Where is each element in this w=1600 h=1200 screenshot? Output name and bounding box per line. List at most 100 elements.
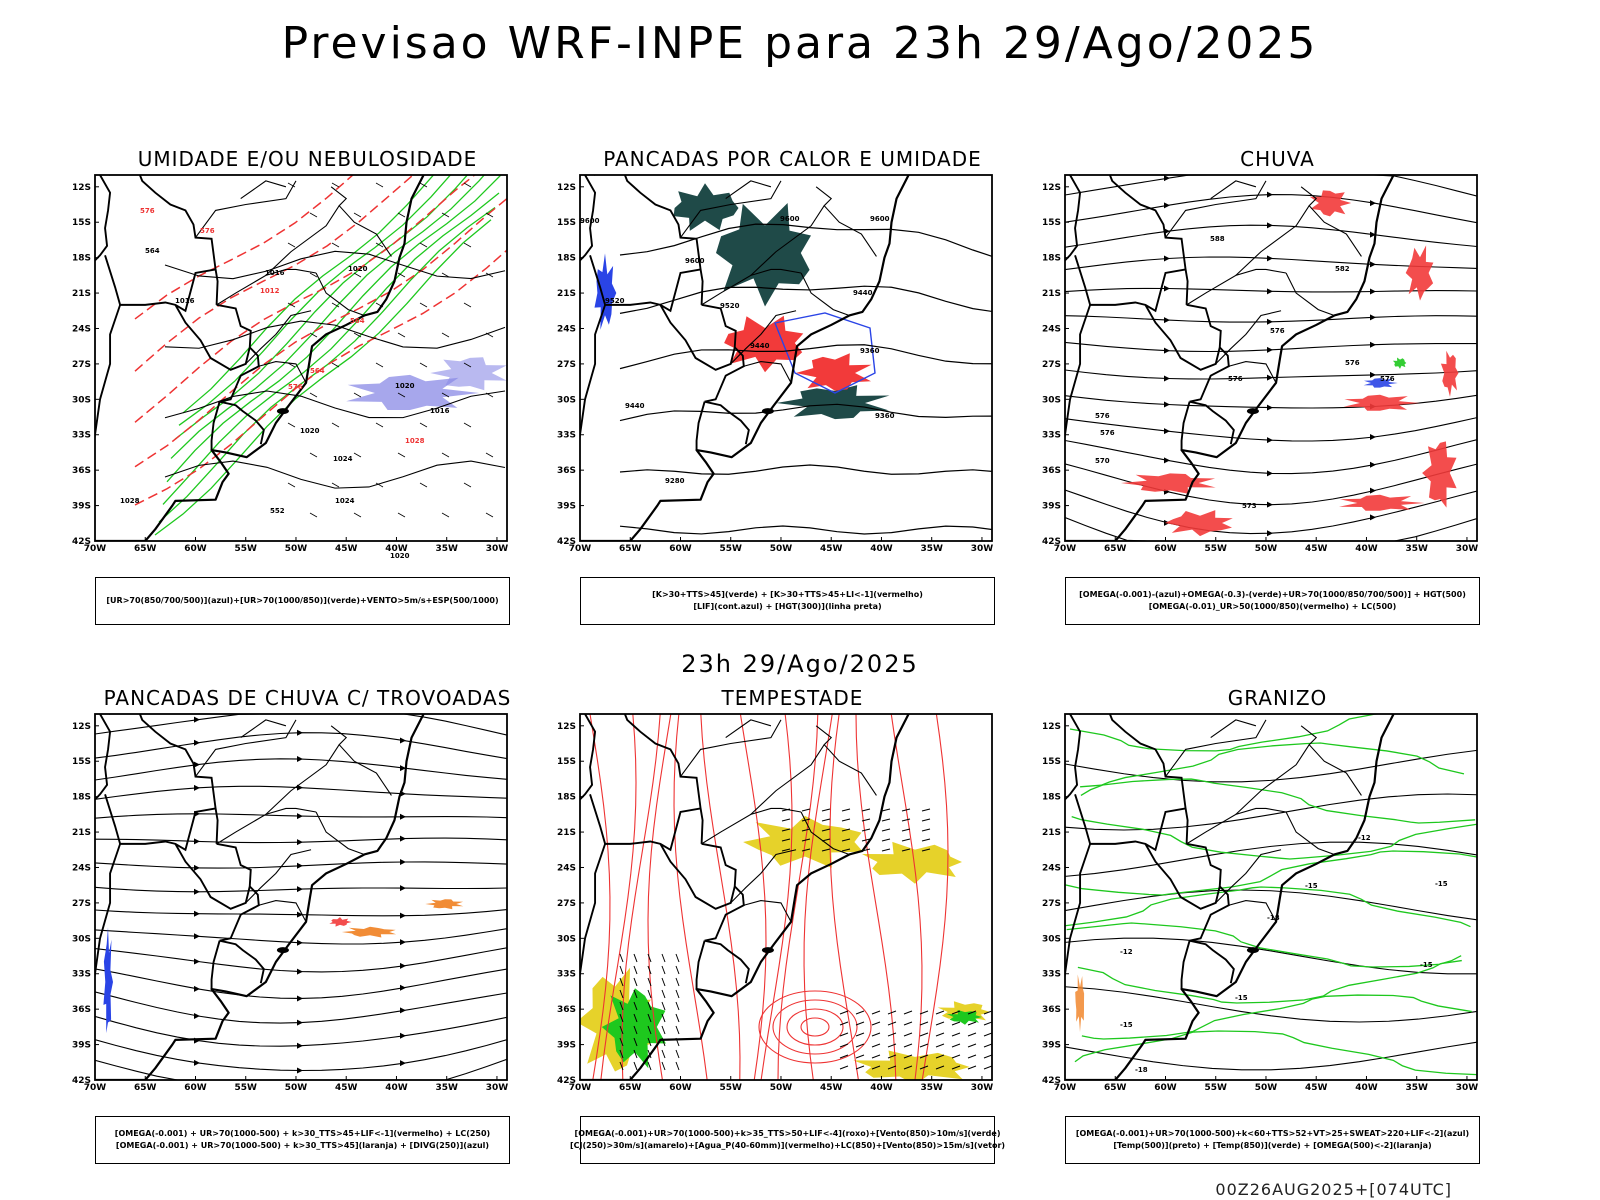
temp850-contour: [1077, 959, 1462, 1004]
wind-vector: [967, 1032, 977, 1037]
wind-vector: [309, 392, 318, 398]
wind-vector: [919, 1032, 929, 1037]
latitude-label: 42S: [72, 537, 91, 547]
wind-vector: [983, 1032, 992, 1037]
wind-vector: [821, 808, 831, 812]
streamline: [95, 968, 507, 999]
legend-line: [OMEGA(-0.001) + UR>70(1000-500) + k>30_…: [114, 1129, 491, 1138]
state-border: [725, 719, 772, 739]
latitude-label: 24S: [1042, 324, 1061, 334]
wind-vector: [839, 1021, 849, 1026]
rain-red-area: [1164, 510, 1233, 537]
wind-vector: [901, 818, 911, 822]
streamline-arrow: [1164, 375, 1170, 382]
wind-vector: [887, 1043, 897, 1048]
state-border: [1235, 744, 1310, 815]
longitude-label: 30W: [971, 544, 994, 554]
country-border: [1074, 793, 1186, 852]
wind-vector: [841, 828, 851, 832]
wind-vector: [441, 272, 450, 278]
wind-vector: [661, 1049, 666, 1059]
latitude-label: 15S: [72, 757, 91, 767]
wind-vector: [983, 1010, 992, 1015]
wind-vector: [331, 422, 340, 428]
wind-vector: [861, 808, 871, 812]
streamline-arrow: [194, 716, 200, 723]
wind-vector: [675, 989, 680, 999]
temp850-contour: [1071, 816, 1477, 860]
latitude-label: 33S: [1042, 970, 1061, 980]
wind-vector: [861, 818, 871, 822]
state-border: [1215, 310, 1282, 365]
wind-vector: [839, 1043, 849, 1048]
state-border: [1300, 725, 1362, 796]
main-title: Previsao WRF-INPE para 23h 29/Ago/2025: [281, 18, 1319, 69]
wind-vector: [801, 818, 811, 822]
wind-vector: [919, 1043, 929, 1048]
wind-vector: [633, 1049, 638, 1059]
country-border: [580, 304, 607, 442]
rain-red-area: [1440, 350, 1459, 397]
longitude-label: 40W: [870, 544, 893, 554]
wind-vector: [951, 1032, 961, 1037]
state-border: [743, 899, 792, 923]
latitude-label: 21S: [72, 289, 91, 299]
country-border: [95, 304, 122, 442]
latitude-label: 27S: [1042, 360, 1061, 370]
wind-vector: [619, 965, 624, 975]
divg-blue-area: [103, 927, 113, 1034]
streamline-arrow: [1370, 261, 1376, 268]
latitude-label: 42S: [557, 1076, 576, 1086]
wind-vector: [485, 392, 494, 398]
contour-label: 9440: [853, 289, 873, 297]
jet-yellow-area: [862, 841, 962, 884]
wind-vector: [919, 1021, 929, 1026]
latitude-label: 24S: [557, 324, 576, 334]
longitude-label: 60W: [669, 1083, 692, 1093]
longitude-label: 35W: [435, 544, 458, 554]
streamline-arrow: [297, 862, 303, 869]
omega500-orange-area: [1075, 974, 1085, 1032]
wind-vector: [839, 1054, 849, 1059]
wind-vector: [353, 332, 362, 338]
rain-red-area: [1309, 190, 1352, 217]
streamline-arrow: [1267, 374, 1273, 381]
latitude-label: 33S: [72, 431, 91, 441]
contour-label: 9600: [780, 215, 800, 223]
wind-vector: [619, 1025, 624, 1035]
contour-label: 573: [1242, 502, 1257, 510]
longitude-label: 50W: [285, 1083, 308, 1093]
latitude-label: 18S: [1042, 254, 1061, 264]
wind-vector: [331, 362, 340, 368]
temp850-contour: [1074, 1030, 1477, 1076]
longitude-label: 50W: [285, 544, 308, 554]
wind-vector: [855, 1021, 865, 1026]
streamline-arrow: [400, 765, 406, 772]
contour-label: 9440: [625, 402, 645, 410]
wind-vector: [661, 1001, 666, 1011]
state-border: [265, 744, 340, 815]
state-border: [1186, 807, 1287, 845]
wind-vector: [419, 362, 428, 368]
wind-vector: [287, 302, 296, 308]
streamline-arrow: [400, 737, 406, 744]
country-border: [704, 400, 750, 445]
longitude-label: 35W: [435, 1083, 458, 1093]
streamline-arrow: [400, 858, 406, 865]
wind-vector: [485, 512, 494, 518]
contour-label: 576: [1270, 327, 1285, 335]
state-border: [258, 360, 307, 384]
wind-vector: [661, 977, 666, 987]
streamline-arrow: [194, 958, 200, 965]
wind-vector: [675, 1025, 680, 1035]
streamline-arrow: [1267, 288, 1273, 295]
longitude-label: 40W: [385, 1083, 408, 1093]
streamline-arrow: [1267, 346, 1273, 353]
streamline-arrow: [1370, 514, 1376, 521]
longitude-label: 45W: [1305, 1083, 1328, 1093]
wind-vector: [839, 1065, 849, 1070]
contour-label: 564: [350, 317, 365, 325]
streamline-arrow: [297, 756, 303, 763]
latitude-label: 27S: [1042, 899, 1061, 909]
